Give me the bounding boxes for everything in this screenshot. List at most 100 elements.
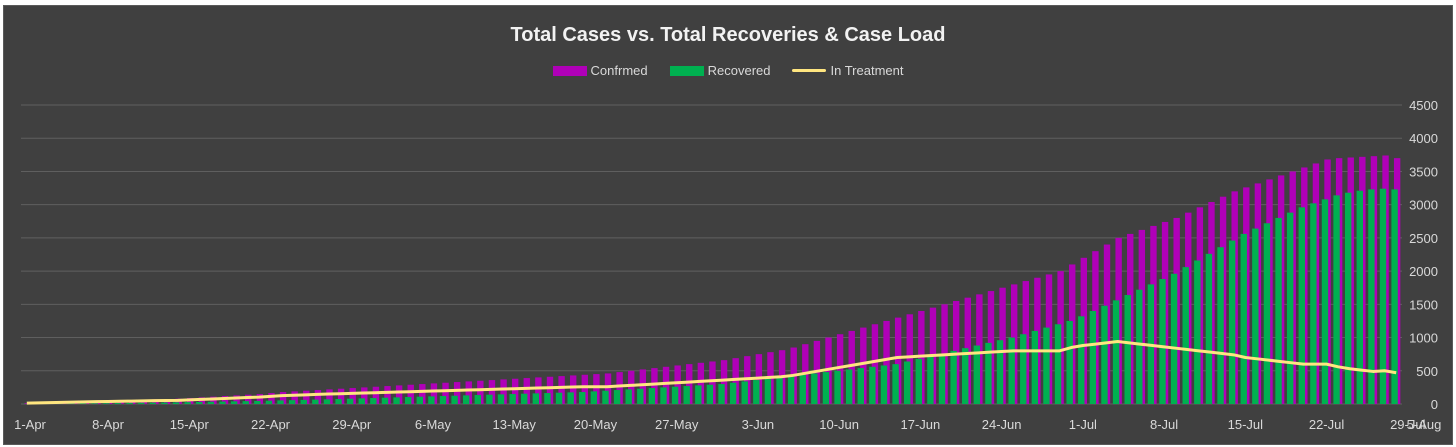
x-tick-label: 15-Apr xyxy=(170,417,210,432)
confirmed-bar xyxy=(546,376,554,404)
recovered-bar xyxy=(1240,233,1247,404)
recovered-bar xyxy=(718,384,725,404)
x-tick-label: 29-Apr xyxy=(332,417,372,432)
recovered-bar xyxy=(428,396,435,404)
recovered-bar xyxy=(637,388,644,404)
y-tick-label: 3000 xyxy=(1409,198,1438,213)
confirmed-bar xyxy=(221,396,229,404)
recovered-bar xyxy=(613,390,621,404)
recovered-bar xyxy=(590,391,598,404)
x-tick-label: 15-Jul xyxy=(1228,417,1264,432)
confirmed-bar xyxy=(581,374,588,404)
confirmed-bar xyxy=(395,385,403,404)
recovered-bar xyxy=(474,395,481,404)
x-tick-label: 17-Jun xyxy=(901,417,941,432)
confirmed-bar xyxy=(291,391,298,404)
confirmed-bar xyxy=(616,372,623,404)
confirmed-bar xyxy=(639,369,647,404)
recovered-bar xyxy=(880,365,888,404)
confirmed-bar xyxy=(651,368,658,404)
recovered-bar xyxy=(1054,324,1062,404)
recovered-bar xyxy=(254,400,261,404)
recovered-bar xyxy=(335,399,342,404)
recovered-bar xyxy=(776,377,783,404)
recovered-bar xyxy=(91,403,99,404)
x-tick-label: 1-Apr xyxy=(14,417,46,432)
legend-item-in-treatment: In Treatment xyxy=(792,63,903,78)
recovered-bar xyxy=(869,366,876,404)
recovered-bar xyxy=(1182,267,1189,404)
confirmed-bar xyxy=(372,386,380,404)
recovered-bar xyxy=(1101,305,1108,404)
x-tick-label: 24-Jun xyxy=(982,417,1022,432)
recovered-bar xyxy=(1078,316,1085,404)
recovered-bar xyxy=(172,402,180,404)
recovered-bar xyxy=(312,399,319,404)
legend-swatch-in-treatment xyxy=(792,69,827,72)
recovered-bar xyxy=(1020,334,1027,404)
confirmed-bar xyxy=(558,376,565,404)
confirmed-bar xyxy=(419,384,426,404)
legend-label-confirmed: Confrmed xyxy=(590,63,648,78)
recovered-bar xyxy=(242,401,249,404)
recovered-bar xyxy=(695,385,702,404)
y-tick-label: 0 xyxy=(1431,397,1438,412)
recovered-bar xyxy=(706,384,714,404)
recovered-bar xyxy=(149,402,157,404)
recovered-bar xyxy=(126,402,133,404)
x-tick-label: 1-Jul xyxy=(1069,417,1097,432)
confirmed-bar xyxy=(477,380,484,404)
recovered-bar xyxy=(602,390,609,404)
y-tick-label: 500 xyxy=(1416,364,1438,379)
confirmed-bar xyxy=(430,383,438,404)
recovered-bar xyxy=(903,361,911,404)
x-tick-label: 20-May xyxy=(574,417,618,432)
chart-area[interactable]: Total Cases vs. Total Recoveries & Case … xyxy=(3,5,1453,445)
x-tick-label: 8-Apr xyxy=(92,417,124,432)
recovered-bar xyxy=(1321,199,1329,404)
recovered-bar xyxy=(811,373,818,404)
confirmed-bar xyxy=(442,382,449,404)
recovered-bar xyxy=(579,392,586,404)
recovered-bar xyxy=(1031,330,1039,404)
recovered-bar xyxy=(521,393,528,404)
recovered-bar xyxy=(1356,190,1363,404)
confirmed-bar xyxy=(256,394,264,404)
y-tick-label: 2000 xyxy=(1409,264,1438,279)
confirmed-bar xyxy=(245,394,252,404)
x-tick-label: 5-Aug xyxy=(1407,417,1442,432)
plot-svg: 0 500 1000 1500 2000 2500 3000 3500 4000 4500 1-Ap… xyxy=(14,98,1442,432)
confirmed-bar xyxy=(523,378,530,404)
recovered-bar xyxy=(1391,189,1398,404)
recovered-bar xyxy=(915,358,922,404)
recovered-bar xyxy=(1089,310,1097,404)
recovered-bar xyxy=(288,400,296,404)
confirmed-bar xyxy=(906,314,913,404)
confirmed-bar xyxy=(268,393,275,404)
recovered-bar xyxy=(404,397,412,404)
confirmed-bar xyxy=(860,327,867,404)
recovered-bar xyxy=(799,374,806,404)
recovered-bar xyxy=(1112,300,1120,404)
recovered-bar xyxy=(729,382,737,404)
chart-legend: Confrmed Recovered In Treatment xyxy=(4,63,1452,78)
recovered-bar xyxy=(660,387,667,404)
recovered-bar xyxy=(196,401,203,404)
recovered-bar xyxy=(753,380,760,404)
confirmed-bar xyxy=(697,362,705,404)
confirmed-bar xyxy=(511,378,519,404)
recovered-bar xyxy=(555,392,563,404)
recovered-bar xyxy=(1159,279,1166,404)
confirmed-bar xyxy=(883,320,890,404)
recovered-bar xyxy=(857,368,864,404)
recovered-bar xyxy=(207,401,215,404)
legend-swatch-recovered xyxy=(669,65,704,76)
recovered-bar xyxy=(184,402,191,404)
recovered-bar xyxy=(486,394,493,404)
recovered-bar xyxy=(1194,260,1201,404)
y-tick-label: 4500 xyxy=(1409,98,1438,113)
recovered-bar xyxy=(532,393,540,404)
confirmed-bar xyxy=(686,364,693,404)
recovered-bar xyxy=(927,356,934,404)
